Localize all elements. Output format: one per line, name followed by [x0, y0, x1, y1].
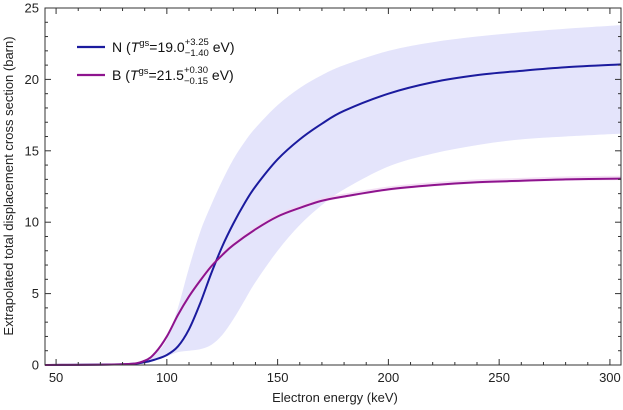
uncertainty-band-n — [45, 25, 621, 365]
y-axis-title: Extrapolated total displacement cross se… — [1, 36, 16, 335]
y-tick-label-25: 25 — [25, 1, 39, 16]
x-tick-label-300: 300 — [599, 370, 621, 385]
legend-label-n: N (Tgs=19.0+3.25 −1.40 eV) — [112, 37, 235, 59]
legend-label-b: B (Tgs=21.5+0.30 −0.15 eV) — [112, 65, 234, 87]
series-lines — [44, 63, 622, 366]
ticks: 50 100 150 200 250 300 0 5 10 15 20 25 — [25, 1, 621, 385]
series-line-b — [44, 177, 622, 366]
axes — [44, 7, 622, 366]
x-tick-label-250: 250 — [488, 370, 510, 385]
y-tick-label-5: 5 — [32, 286, 39, 301]
uncertainty-bands — [45, 25, 621, 365]
x-tick-label-100: 100 — [156, 370, 178, 385]
x-tick-label-200: 200 — [378, 370, 400, 385]
y-tick-label-0: 0 — [32, 358, 39, 373]
x-tick-label-150: 150 — [267, 370, 289, 385]
y-tick-label-15: 15 — [25, 143, 39, 158]
plot-frame — [44, 7, 622, 366]
uncertainty-band-b — [45, 175, 621, 365]
y-tick-label-10: 10 — [25, 215, 39, 230]
legend: N (Tgs=19.0+3.25 −1.40 eV) B (Tgs=21.5+0.… — [77, 37, 235, 87]
series-line-n — [44, 63, 622, 366]
y-tick-label-20: 20 — [25, 72, 39, 87]
x-axis-title: Electron energy (keV) — [272, 390, 398, 405]
x-tick-label-50: 50 — [49, 370, 63, 385]
